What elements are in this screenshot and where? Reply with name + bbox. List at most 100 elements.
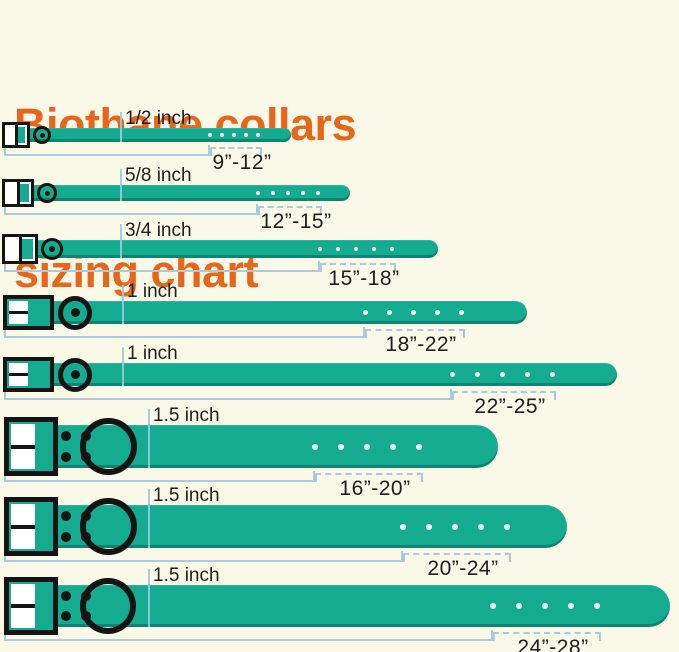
length-bracket-right-tick xyxy=(491,630,493,641)
d-ring-icon xyxy=(58,357,92,392)
buckle-frame-icon xyxy=(4,577,58,635)
adjust-bracket-left-tick xyxy=(365,329,367,338)
width-pointer-line xyxy=(148,489,150,548)
buckle-cells xyxy=(11,584,36,628)
adjust-bracket-left-tick xyxy=(210,147,212,156)
buckle-frame-icon xyxy=(4,497,58,556)
collar-hole xyxy=(256,133,260,137)
length-bracket-left-tick xyxy=(4,261,6,272)
buckle-cells xyxy=(9,301,29,324)
collar-band xyxy=(4,240,438,258)
buckle-bar xyxy=(11,444,36,449)
collar-hole xyxy=(386,310,392,315)
d-ring-icon xyxy=(58,295,92,330)
d-ring-icon xyxy=(80,418,137,475)
length-bracket-right-tick xyxy=(363,327,365,338)
length-bracket-right-tick xyxy=(208,145,210,156)
length-bracket-left-tick xyxy=(4,630,6,641)
width-label: 1 inch xyxy=(127,281,178,302)
collar-band xyxy=(4,185,350,201)
buckle-frame-icon xyxy=(2,179,34,207)
length-bracket-left-tick xyxy=(4,551,6,562)
rivet-icon xyxy=(61,511,71,521)
collar-hole xyxy=(452,523,458,530)
rivet-icon xyxy=(61,611,71,621)
rivet-icon xyxy=(61,532,71,542)
collar-hole xyxy=(549,372,555,377)
collar-hole xyxy=(410,310,416,315)
d-ring-icon xyxy=(80,578,136,634)
buckle-frame-icon xyxy=(2,122,30,148)
size-range-label: 9”-12” xyxy=(212,151,272,174)
adjust-bracket-left-tick xyxy=(258,206,260,215)
buckle-bar xyxy=(9,311,29,314)
buckle-bar xyxy=(11,524,36,529)
ring-icon xyxy=(33,126,51,144)
adjust-bracket-dash xyxy=(258,206,322,208)
length-bracket-right-tick xyxy=(401,551,403,562)
adjust-bracket-dash xyxy=(403,553,511,555)
collar-hole xyxy=(458,310,464,315)
collar-hole xyxy=(312,443,318,450)
collar-hole xyxy=(362,310,368,315)
adjust-bracket-dash xyxy=(210,147,262,149)
collar-hole xyxy=(220,133,224,137)
d-ring-icon xyxy=(80,498,137,555)
width-pointer-line xyxy=(148,409,150,468)
collar-band xyxy=(4,128,291,142)
collar-hole xyxy=(364,443,370,450)
collar-hole xyxy=(286,191,290,195)
collar-hole xyxy=(426,523,432,530)
collar-hole xyxy=(301,191,305,195)
adjust-bracket-right-tick xyxy=(260,147,262,156)
collar-hole xyxy=(499,372,505,377)
collar-hole xyxy=(416,443,422,450)
adjust-bracket-left-tick xyxy=(403,553,405,562)
ring-pin xyxy=(70,370,80,379)
length-bracket-left-tick xyxy=(4,204,6,215)
collar-hole xyxy=(542,603,548,609)
collar-hole xyxy=(490,603,496,609)
collar-hole xyxy=(400,523,406,530)
collar-hole xyxy=(354,247,358,251)
adjust-bracket-dash xyxy=(315,473,423,475)
width-pointer-line xyxy=(122,347,124,386)
width-label: 3/4 inch xyxy=(125,220,192,241)
adjust-bracket-left-tick xyxy=(315,473,317,482)
collar-hole xyxy=(434,310,440,315)
collar-hole xyxy=(318,247,322,251)
width-label: 1 inch xyxy=(127,343,178,364)
collar-hole xyxy=(372,247,376,251)
collar-hole xyxy=(390,443,396,450)
adjust-bracket-right-tick xyxy=(394,263,396,272)
rivet-icon xyxy=(61,431,71,441)
adjust-bracket-right-tick xyxy=(421,473,423,482)
size-range-label: 20”-24” xyxy=(427,557,499,580)
collar-band xyxy=(4,363,617,386)
collar-hole xyxy=(449,372,455,377)
size-range-label: 22”-25” xyxy=(474,395,546,418)
collar-hole xyxy=(232,133,236,137)
collar-hole xyxy=(516,603,522,609)
adjust-bracket-right-tick xyxy=(320,206,322,215)
length-bracket-right-tick xyxy=(450,389,452,400)
length-bracket-left-tick xyxy=(4,389,6,400)
collar-hole xyxy=(390,247,394,251)
collar-band xyxy=(4,301,527,324)
collar-band xyxy=(4,425,498,468)
length-bracket-left-tick xyxy=(4,145,6,156)
adjust-bracket-right-tick xyxy=(599,632,601,641)
adjust-bracket-left-tick xyxy=(452,391,454,400)
adjust-bracket-dash xyxy=(365,329,465,331)
collar-hole xyxy=(474,372,480,377)
width-label: 1/2 inch xyxy=(125,108,192,129)
length-bracket-left-tick xyxy=(4,327,6,338)
buckle-frame-icon xyxy=(2,234,38,264)
size-range-label: 18”-22” xyxy=(385,333,457,356)
buckle-strap xyxy=(20,184,29,202)
adjust-bracket-dash xyxy=(452,391,556,393)
buckle-frame-icon xyxy=(4,417,58,476)
width-label: 1.5 inch xyxy=(153,565,220,586)
length-bracket-line xyxy=(4,398,452,400)
